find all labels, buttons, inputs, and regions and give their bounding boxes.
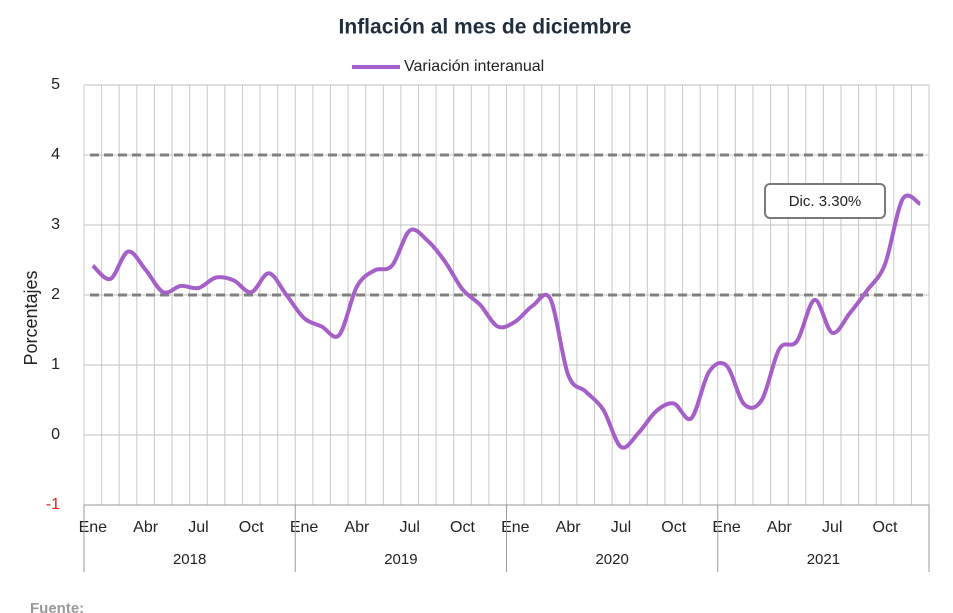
x-tick-label: Abr — [133, 519, 159, 536]
y-axis-label: Porcentajes — [21, 270, 41, 365]
annotation-box — [764, 183, 886, 219]
x-tick-label: Oct — [661, 519, 686, 536]
x-tick-label: Oct — [873, 519, 898, 536]
x-tick-label: Ene — [501, 519, 530, 536]
y-tick-label: 5 — [51, 76, 60, 93]
x-tick-label: Ene — [712, 519, 741, 536]
annotation: Dic. 3.30% — [789, 193, 862, 210]
year-label: 2021 — [807, 551, 840, 568]
data-line — [91, 193, 922, 450]
year-label: 2018 — [173, 551, 206, 568]
x-tick-label: Oct — [450, 519, 475, 536]
x-tick-label: Ene — [290, 519, 319, 536]
x-tick-label: Ene — [79, 519, 108, 536]
y-tick-label: 3 — [51, 216, 60, 233]
x-tick-label: Abr — [767, 519, 793, 536]
year-label: 2020 — [595, 551, 628, 568]
y-tick-label: 0 — [51, 426, 60, 443]
footer: Fuente: — [30, 600, 84, 613]
y-tick-label: -1 — [46, 496, 60, 513]
y-tick-label: 1 — [51, 356, 60, 373]
y-tick-label: 4 — [51, 146, 60, 163]
x-tick-label: Oct — [239, 519, 264, 536]
legend-label: Variación interanual — [404, 58, 544, 75]
y-tick-label: 2 — [51, 286, 60, 303]
x-tick-label: Abr — [344, 519, 370, 536]
x-tick-label: Abr — [556, 519, 582, 536]
x-tick-label: Jul — [188, 519, 208, 536]
x-tick-label: Jul — [399, 519, 419, 536]
chart-title: Inflación al mes de diciembre — [339, 16, 632, 39]
x-tick-label: Jul — [611, 519, 631, 536]
year-label: 2019 — [384, 551, 417, 568]
x-tick-label: Jul — [822, 519, 842, 536]
